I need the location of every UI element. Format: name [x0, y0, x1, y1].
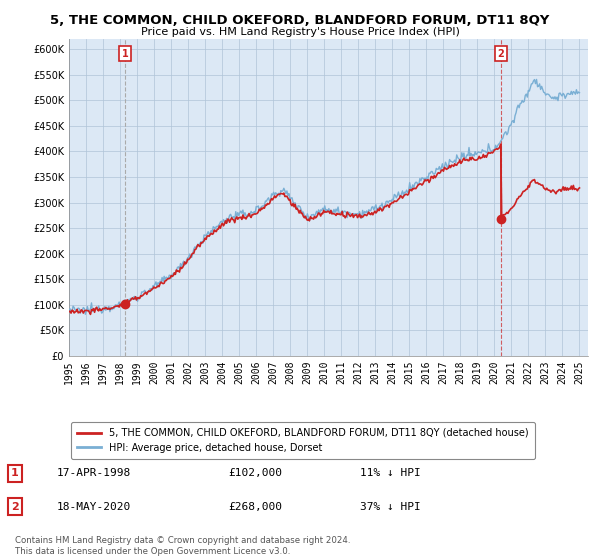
- Text: 1: 1: [122, 49, 128, 59]
- Legend: 5, THE COMMON, CHILD OKEFORD, BLANDFORD FORUM, DT11 8QY (detached house), HPI: A: 5, THE COMMON, CHILD OKEFORD, BLANDFORD …: [71, 422, 535, 459]
- Text: £268,000: £268,000: [228, 502, 282, 512]
- Text: 2: 2: [11, 502, 19, 512]
- Text: 18-MAY-2020: 18-MAY-2020: [57, 502, 131, 512]
- Text: 5, THE COMMON, CHILD OKEFORD, BLANDFORD FORUM, DT11 8QY: 5, THE COMMON, CHILD OKEFORD, BLANDFORD …: [50, 14, 550, 27]
- Text: Contains HM Land Registry data © Crown copyright and database right 2024.
This d: Contains HM Land Registry data © Crown c…: [15, 536, 350, 556]
- Text: 17-APR-1998: 17-APR-1998: [57, 468, 131, 478]
- Text: Price paid vs. HM Land Registry's House Price Index (HPI): Price paid vs. HM Land Registry's House …: [140, 27, 460, 38]
- Text: 37% ↓ HPI: 37% ↓ HPI: [360, 502, 421, 512]
- Text: £102,000: £102,000: [228, 468, 282, 478]
- Text: 2: 2: [497, 49, 504, 59]
- Text: 1: 1: [11, 468, 19, 478]
- Text: 11% ↓ HPI: 11% ↓ HPI: [360, 468, 421, 478]
